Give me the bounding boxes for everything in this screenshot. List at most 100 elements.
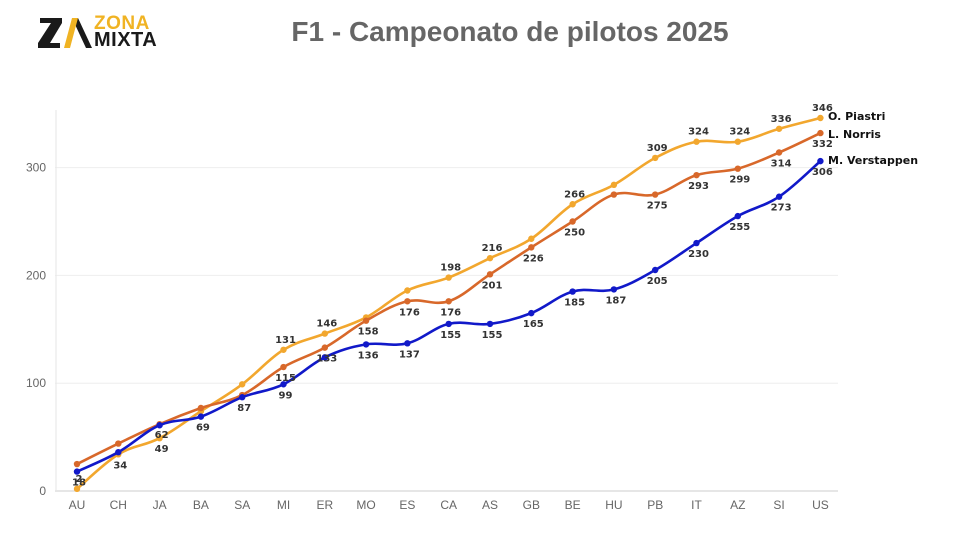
series-name-label: O. Piastri [828, 110, 885, 123]
x-tick-label: AZ [730, 498, 745, 512]
data-point [528, 244, 535, 251]
data-point [445, 274, 452, 281]
data-point [569, 288, 576, 295]
data-point [115, 448, 122, 456]
x-tick-label: AS [482, 498, 498, 512]
x-tick-label: GB [523, 498, 540, 512]
data-point [775, 149, 783, 156]
data-point [652, 191, 659, 198]
data-point [817, 157, 824, 165]
data-label: 346 [812, 103, 833, 114]
data-label: 2 [76, 474, 83, 485]
data-label: 133 [316, 354, 337, 365]
x-tick-label: SA [234, 498, 250, 512]
data-point [569, 201, 576, 208]
data-label: 99 [279, 390, 293, 401]
data-point [486, 271, 494, 278]
x-tick-label: SI [773, 498, 784, 512]
data-label: 250 [564, 228, 585, 239]
data-label: 155 [482, 330, 503, 341]
data-label: 275 [647, 201, 668, 212]
data-point [486, 254, 494, 262]
y-tick-label: 200 [26, 268, 46, 282]
x-tick-label: ES [399, 498, 415, 512]
x-tick-label: MI [277, 498, 290, 512]
data-point [693, 171, 700, 179]
data-label: 131 [275, 335, 296, 346]
data-point [362, 317, 370, 324]
data-label: 69 [196, 423, 210, 434]
y-tick-label: 100 [26, 376, 46, 390]
data-point [610, 181, 618, 189]
x-tick-label: CH [110, 498, 127, 512]
data-point [445, 320, 452, 328]
data-point [280, 363, 287, 371]
data-point [239, 394, 246, 401]
data-label: 137 [399, 349, 420, 360]
data-point [404, 287, 411, 294]
data-point [115, 440, 122, 447]
data-point [652, 266, 659, 274]
zona-mixta-logo: ZONA MIXTA [38, 13, 157, 50]
x-tick-label: AU [69, 498, 86, 512]
y-tick-label: 300 [26, 161, 46, 175]
x-tick-label: IT [691, 498, 702, 512]
data-point [445, 298, 452, 305]
data-label: 314 [771, 159, 792, 170]
data-point [321, 330, 328, 337]
data-label: 324 [729, 127, 750, 138]
logo-word-zona: ZONA [94, 13, 150, 34]
data-point [197, 404, 205, 412]
data-point [528, 235, 535, 242]
y-tick-label: 0 [39, 484, 46, 498]
data-label: 216 [482, 243, 503, 254]
data-label: 185 [564, 298, 585, 309]
data-point [73, 485, 81, 493]
data-point [693, 138, 700, 145]
data-point [73, 468, 81, 475]
data-point [734, 138, 741, 145]
data-point [734, 165, 741, 172]
data-label: 87 [237, 403, 251, 414]
x-tick-label: BA [193, 498, 209, 512]
data-label: 187 [605, 295, 626, 306]
data-label: 155 [440, 330, 461, 341]
data-point [362, 341, 370, 348]
data-point [486, 320, 494, 328]
data-point [239, 381, 246, 388]
data-label: 158 [358, 327, 379, 338]
data-label: 34 [113, 460, 127, 471]
data-label: 255 [729, 222, 750, 233]
data-label: 306 [812, 167, 833, 178]
x-tick-label: PB [647, 498, 663, 512]
data-label: 18 [72, 478, 86, 489]
data-point [321, 344, 328, 351]
x-tick-label: MO [356, 498, 375, 512]
data-label: 332 [812, 139, 833, 150]
data-point [817, 129, 824, 137]
data-label: 201 [482, 280, 503, 291]
data-label: 230 [688, 249, 709, 260]
data-label: 49 [155, 444, 169, 455]
data-label: 62 [155, 430, 169, 441]
x-tick-label: US [812, 498, 829, 512]
data-label: 205 [647, 276, 668, 287]
data-label: 299 [729, 175, 750, 186]
data-point [73, 460, 81, 468]
x-tick-label: BE [565, 498, 581, 512]
data-point [280, 381, 287, 388]
x-tick-label: JA [153, 498, 167, 512]
data-label: 293 [688, 181, 709, 192]
x-tick-label: CA [440, 498, 457, 512]
series-name-label: M. Verstappen [828, 154, 918, 167]
data-point [569, 218, 576, 225]
data-label: 146 [316, 319, 337, 330]
data-point [528, 309, 535, 317]
data-point [404, 340, 411, 347]
data-point [775, 193, 783, 200]
data-label: 336 [771, 114, 792, 125]
data-point [610, 191, 618, 198]
logo-word-mixta: MIXTA [94, 29, 158, 51]
data-label: 165 [523, 319, 544, 330]
